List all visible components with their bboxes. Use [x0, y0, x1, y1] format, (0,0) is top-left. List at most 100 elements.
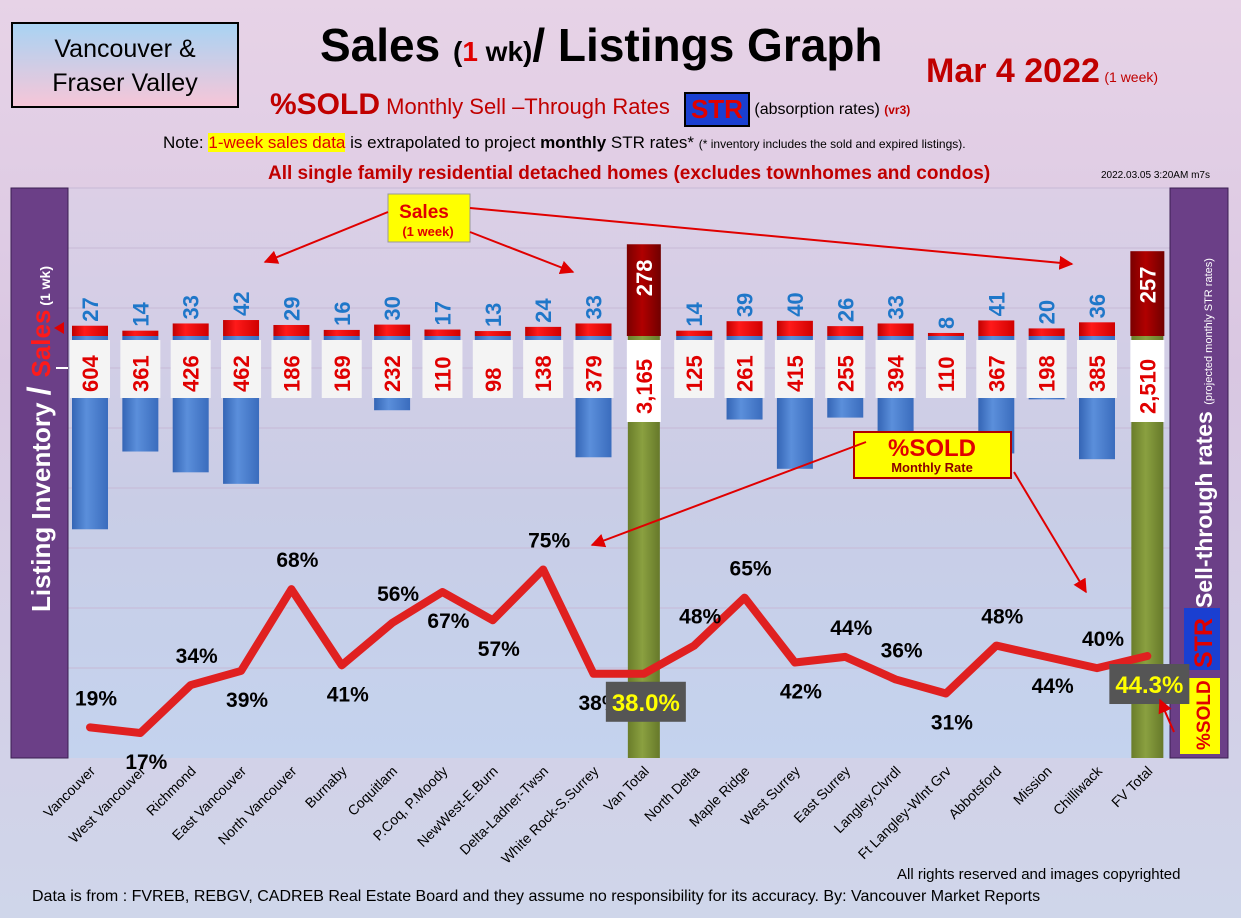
subtitle-note: (absorption rates) — [754, 101, 880, 118]
source-note: Data is from : FVREB, REBGV, CADREB Real… — [32, 888, 1041, 905]
inventory-label: 169 — [330, 355, 355, 392]
str-total-label: 38.0% — [612, 690, 680, 717]
right-axis-label: Sell-through rates (projected monthly ST… — [1191, 258, 1217, 608]
left-axis-label-c: Sales — [26, 310, 56, 378]
sales-bar — [575, 323, 612, 336]
inventory-label: 394 — [884, 355, 909, 392]
inventory-label-bg — [774, 340, 815, 398]
sales-bar — [273, 324, 310, 336]
str-label: 31% — [931, 712, 973, 735]
inventory-label-bg — [422, 340, 463, 398]
date-box: Mar 4 2022 (1 week) — [926, 52, 1158, 91]
sales-bar — [1079, 322, 1115, 336]
str-label: 44% — [1032, 675, 1074, 698]
left-axis-label-d: (1 wk) — [37, 266, 53, 310]
str-line-group — [86, 565, 1152, 737]
str-label: 57% — [478, 638, 520, 661]
str-label: 75% — [528, 529, 570, 552]
str-label: 65% — [730, 558, 772, 581]
category-label: Ft Langley-Wlnt Grv — [855, 763, 954, 862]
right-axis-str-badge-bg — [1184, 608, 1220, 670]
left-axis-label-a: Listing Inventory — [26, 395, 56, 612]
right-axis-label-b: (projected monthly STR rates) — [1203, 258, 1215, 405]
note-prefix: Note: — [163, 133, 209, 152]
sales-bar — [877, 323, 914, 336]
inventory-label-bg — [221, 340, 262, 398]
sales-label: 42 — [229, 292, 254, 316]
inventory-label: 426 — [179, 355, 204, 392]
inventory-label: 255 — [833, 355, 858, 392]
sales-label: 14 — [128, 301, 153, 326]
sales-bar — [1028, 328, 1065, 336]
sold-arrow-1 — [590, 441, 867, 548]
sales-arrow-1 — [263, 211, 389, 264]
sales-label: 39 — [733, 293, 758, 317]
sales-bar — [223, 320, 260, 336]
title-part5: / Listings Graph — [532, 19, 883, 71]
subtitle-big: %SOLD — [270, 88, 381, 121]
extrapolation-note: Note: 1-week sales data is extrapolated … — [163, 133, 966, 153]
inventory-label-bg — [321, 340, 362, 398]
subtitle-str-badge: STR — [683, 92, 750, 128]
inventory-label: 367 — [984, 355, 1009, 392]
sales-bar — [827, 326, 864, 336]
right-axis-label-a: Sell-through rates — [1191, 405, 1217, 608]
category-label: FV Total — [1108, 763, 1155, 810]
str-label: 17% — [125, 751, 167, 774]
category-label: Delta-Ladner-Twsn — [456, 763, 551, 858]
str-label: 34% — [176, 645, 218, 668]
sold-arrow-3 — [1158, 698, 1175, 733]
chart-subtitle: %SOLD Monthly Sell –Through Rates STR (a… — [270, 88, 911, 128]
inventory-label-bg — [573, 340, 614, 398]
str-total-label-bg — [605, 681, 686, 722]
sales-label: 14 — [682, 301, 707, 326]
inventory-label-bg — [976, 340, 1017, 398]
inventory-label: 125 — [682, 355, 707, 392]
inventory-label-bg — [1130, 340, 1165, 422]
inventory-label-bg — [724, 340, 765, 398]
str-label: 67% — [427, 610, 469, 633]
sales-bar — [172, 323, 209, 336]
inventory-label: 198 — [1035, 355, 1060, 392]
title-part2: ( — [453, 36, 463, 67]
inventory-label: 3,165 — [632, 359, 657, 414]
chart-title: Sales (1 wk)/ Listings Graph — [320, 18, 883, 72]
left-axis-label-b: / — [21, 378, 57, 396]
right-axis-sold: %SOLD — [1194, 680, 1215, 750]
inventory-label: 186 — [279, 355, 304, 392]
sales-callout: Sales (1 week) — [263, 193, 1074, 274]
inventory-label-bg — [674, 340, 715, 398]
str-total-label: 44.3% — [1115, 672, 1183, 699]
sales-arrow-2 — [469, 231, 575, 274]
category-label: Van Total — [600, 763, 652, 815]
inventory-label-bg — [372, 340, 413, 398]
sales-callout-line2: (1 week) — [402, 224, 453, 239]
inventory-label-bg — [523, 340, 564, 398]
str-label: 36% — [881, 639, 923, 662]
region-label-line2: Fraser Valley — [52, 69, 198, 97]
sold-callout-box — [853, 431, 1012, 479]
note-tiny: (* inventory includes the sold and expir… — [698, 137, 966, 151]
inventory-label-bg — [925, 340, 966, 398]
sales-label: 16 — [330, 301, 355, 325]
inventory-label: 2,510 — [1135, 359, 1160, 414]
str-label: 41% — [327, 683, 369, 706]
inventory-label: 232 — [380, 355, 405, 392]
category-label: Burnaby — [302, 763, 350, 811]
sales-bar — [525, 326, 562, 336]
inventory-label-bg — [875, 340, 916, 398]
sales-label: 33 — [884, 295, 909, 319]
sales-label: 20 — [1035, 300, 1060, 324]
sales-bar — [676, 330, 713, 336]
inventory-label-bg — [825, 340, 866, 398]
region-label-line1: Vancouver & — [54, 35, 196, 63]
inventory-label-bg — [626, 340, 661, 422]
left-axis-panel — [10, 187, 69, 759]
date-label: Mar 4 2022 — [926, 52, 1100, 90]
inventory-label-bg — [120, 340, 161, 398]
sold-callout: %SOLD Monthly Rate — [590, 431, 1175, 733]
sales-label: 8 — [934, 317, 959, 329]
inventory-label-bg — [70, 340, 110, 398]
subtitle-version: (vr3) — [884, 103, 911, 117]
region-label-box: Vancouver & Fraser Valley — [11, 22, 239, 108]
